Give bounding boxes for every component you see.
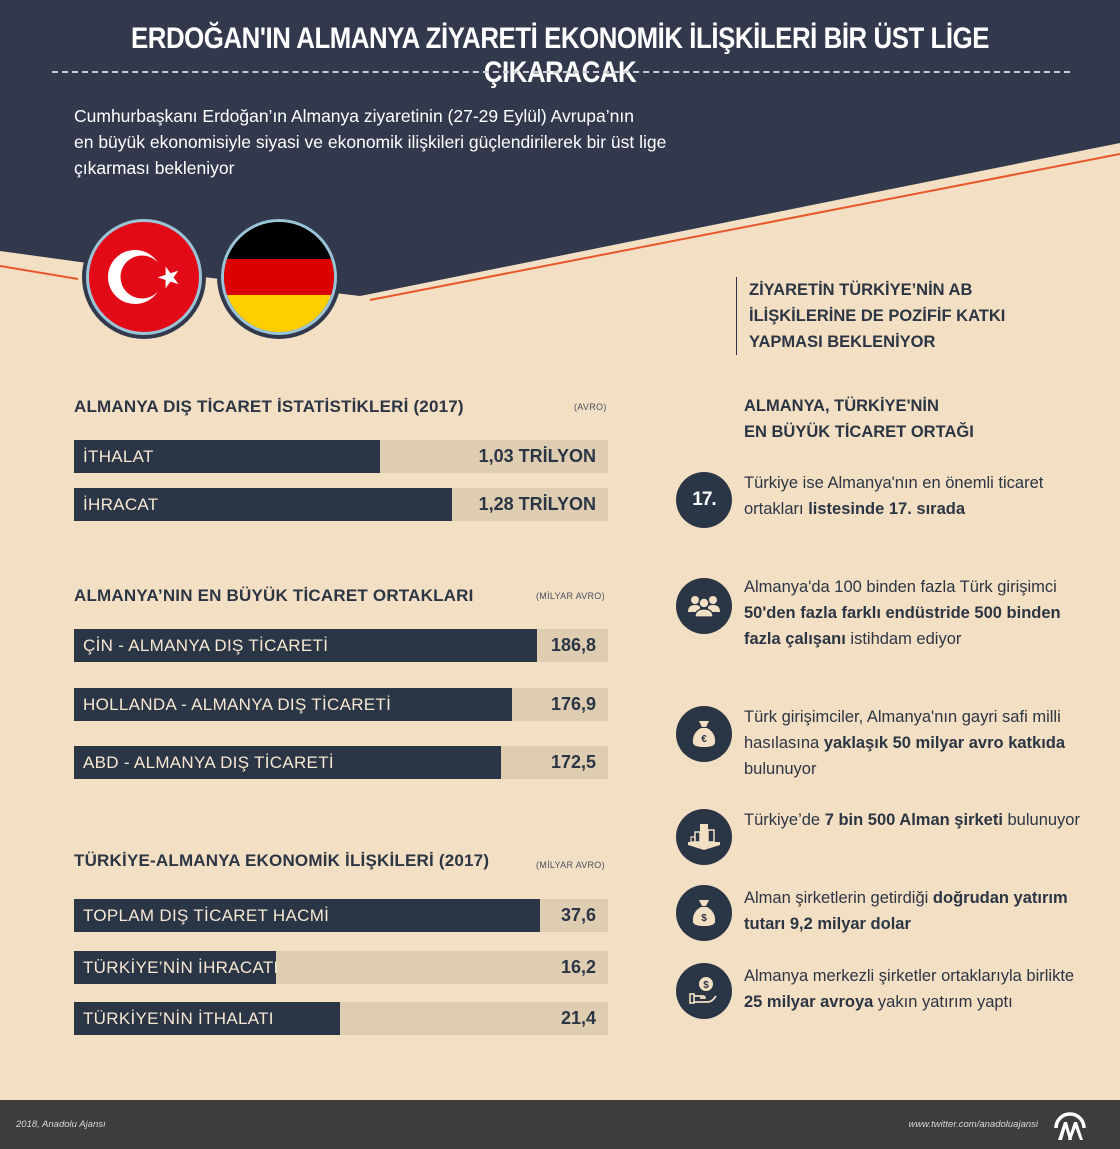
bar-label: HOLLANDA - ALMANYA DIŞ TİCARETİ bbox=[83, 695, 392, 714]
bar-value: 1,03 TRİLYON bbox=[478, 446, 596, 466]
side-headline-line: İLİŞKİLERİNE DE POZİFİF KATKI bbox=[749, 307, 1006, 325]
germany-flag bbox=[217, 215, 341, 339]
bar-value: 37,6 bbox=[560, 905, 596, 925]
section-title-tr-de: TÜRKİYE-ALMANYA EKONOMİK İLİŞKİLERİ (201… bbox=[74, 851, 490, 870]
accent-line-left bbox=[0, 265, 79, 280]
section-title-partners: ALMANYA’NIN EN BÜYÜK TİCARET ORTAKLARI bbox=[74, 586, 474, 605]
fact-text: Almanya merkezli şirketler ortaklarıyla … bbox=[744, 967, 1075, 1011]
twitter-link[interactable]: www.twitter.com/anadoluajansi bbox=[908, 1119, 1038, 1130]
intro-text: Cumhurbaşkanı Erdoğan’ın Almanya ziyaret… bbox=[74, 103, 754, 181]
bar-label: İHRACAT bbox=[83, 495, 159, 514]
bar-value: 21,4 bbox=[560, 1008, 596, 1028]
fact-text: Türkiye’de 7 bin 500 Alman şirketi bulun… bbox=[744, 811, 1080, 829]
bar-fill bbox=[74, 951, 276, 984]
bar-value: 176,9 bbox=[550, 694, 596, 714]
unit-label: (AVRO) bbox=[574, 402, 607, 412]
rank-badge-icon: 17. bbox=[676, 472, 732, 528]
intro-line: Cumhurbaşkanı Erdoğan’ın Almanya ziyaret… bbox=[74, 106, 634, 126]
fact-text: Alman şirketlerin getirdiği doğrudan yat… bbox=[744, 889, 1068, 933]
bar-fill bbox=[74, 688, 512, 721]
unit-label: (MİLYAR AVRO) bbox=[536, 860, 605, 870]
fact-text: Almanya'da 100 binden fazla Türk girişim… bbox=[744, 578, 1061, 648]
intro-line: çıkarması bekleniyor bbox=[74, 158, 235, 178]
bar-fill bbox=[74, 440, 380, 473]
bar-value: 186,8 bbox=[550, 635, 596, 655]
section-title-trade-stats: ALMANYA DIŞ TİCARET İSTATİSTİKLERİ (2017… bbox=[74, 397, 464, 416]
bar-row: İTHALAT 1,03 TRİLYON bbox=[74, 440, 608, 473]
bar-label: TÜRKİYE’NİN İHRACATI bbox=[83, 958, 279, 977]
fact-text: Türk girişimciler, Almanya'nın gayri saf… bbox=[744, 708, 1066, 778]
bar-value: 1,28 TRİLYON bbox=[478, 494, 596, 514]
fact-text: Türkiye ise Almanya'nın en önemli ticare… bbox=[744, 474, 1044, 518]
hand-coin-icon: $ bbox=[676, 963, 732, 1019]
turkey-flag-icon bbox=[86, 219, 202, 335]
bar-label: ÇİN - ALMANYA DIŞ TİCARETİ bbox=[83, 636, 329, 655]
turkey-flag bbox=[82, 215, 206, 339]
bar-label: İTHALAT bbox=[83, 447, 154, 466]
anadolu-logo-icon bbox=[1054, 1112, 1086, 1140]
svg-text:$: $ bbox=[701, 913, 707, 924]
intro-line: en büyük ekonomisiyle siyasi ve ekonomik… bbox=[74, 132, 667, 152]
bar-row: TOPLAM DIŞ TİCARET HACMİ 37,6 bbox=[74, 899, 608, 932]
bar-value: 16,2 bbox=[560, 957, 596, 977]
bar-fill bbox=[74, 1002, 340, 1035]
bar-label: TOPLAM DIŞ TİCARET HACMİ bbox=[83, 906, 330, 925]
svg-text:$: $ bbox=[703, 980, 709, 991]
footer: 2018, Anadolu Ajansı www.twitter.com/ana… bbox=[0, 1100, 1120, 1149]
svg-text:€: € bbox=[701, 734, 707, 745]
accent-line-right bbox=[369, 153, 1120, 301]
bar-value: 172,5 bbox=[550, 752, 596, 772]
side-headline-line: YAPMASI BEKLENİYOR bbox=[749, 333, 936, 351]
rank-badge-number: 17. bbox=[692, 489, 716, 510]
page-title: ERDOĞAN'IN ALMANYA ZİYARETİ EKONOMİK İLİ… bbox=[130, 22, 990, 89]
bar-row: İHRACAT 1,28 TRİLYON bbox=[74, 488, 608, 521]
bar-row: ABD - ALMANYA DIŞ TİCARETİ 172,5 bbox=[74, 746, 608, 779]
side-headline-line: ZİYARETİN TÜRKİYE’NİN AB bbox=[749, 281, 973, 299]
bar-row: TÜRKİYE’NİN İTHALATI 21,4 bbox=[74, 1002, 608, 1035]
bar-label: ABD - ALMANYA DIŞ TİCARETİ bbox=[83, 753, 334, 772]
bar-fill bbox=[74, 488, 452, 521]
bar-fill bbox=[74, 899, 540, 932]
people-group-icon bbox=[676, 578, 732, 634]
bar-row: TÜRKİYE’NİN İHRACATI 16,2 bbox=[74, 951, 608, 984]
dollar-money-bag-icon: $ bbox=[676, 885, 732, 941]
bar-label: TÜRKİYE’NİN İTHALATI bbox=[83, 1009, 274, 1028]
euro-money-bag-icon: € bbox=[676, 706, 732, 762]
germany-flag-icon bbox=[221, 219, 337, 335]
title-divider bbox=[52, 71, 1070, 73]
bar-row: HOLLANDA - ALMANYA DIŞ TİCARETİ 176,9 bbox=[74, 688, 608, 721]
bar-fill bbox=[74, 746, 501, 779]
bar-row: ÇİN - ALMANYA DIŞ TİCARETİ 186,8 bbox=[74, 629, 608, 662]
buildings-icon bbox=[676, 809, 732, 865]
side-subheadline-line: ALMANYA, TÜRKİYE'NİN bbox=[744, 397, 939, 415]
side-subheadline-line: EN BÜYÜK TİCARET ORTAĞI bbox=[744, 423, 974, 441]
copyright-text: 2018, Anadolu Ajansı bbox=[16, 1119, 106, 1130]
side-subheadline: ALMANYA, TÜRKİYE'NİN EN BÜYÜK TİCARET OR… bbox=[744, 393, 1064, 445]
bar-fill bbox=[74, 629, 537, 662]
side-headline: ZİYARETİN TÜRKİYE’NİN AB İLİŞKİLERİNE DE… bbox=[736, 277, 1056, 355]
unit-label: (MİLYAR AVRO) bbox=[536, 591, 605, 601]
